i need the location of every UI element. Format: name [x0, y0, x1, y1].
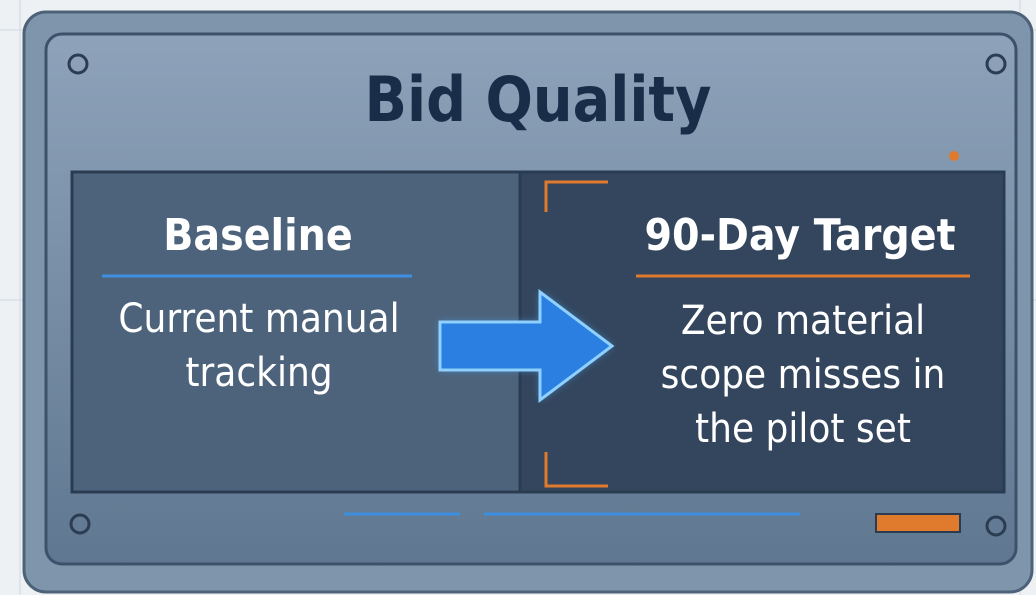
- deco-dot: [949, 151, 959, 161]
- baseline-text-box: Current manual tracking: [92, 292, 426, 422]
- scene: Bid Quality Baseline 90-Day Target Curre…: [0, 0, 1036, 595]
- page: Bid Quality Baseline 90-Day Target Curre…: [0, 0, 1036, 595]
- title: Bid Quality: [365, 63, 712, 136]
- target-text-box: Zero material scope misses in the pilot …: [636, 294, 970, 474]
- target-heading: 90-Day Target: [644, 210, 955, 261]
- baseline-text: Current manual tracking: [92, 292, 426, 400]
- baseline-heading: Baseline: [163, 210, 352, 261]
- deco-indicator: [876, 514, 960, 532]
- target-text: Zero material scope misses in the pilot …: [636, 294, 970, 456]
